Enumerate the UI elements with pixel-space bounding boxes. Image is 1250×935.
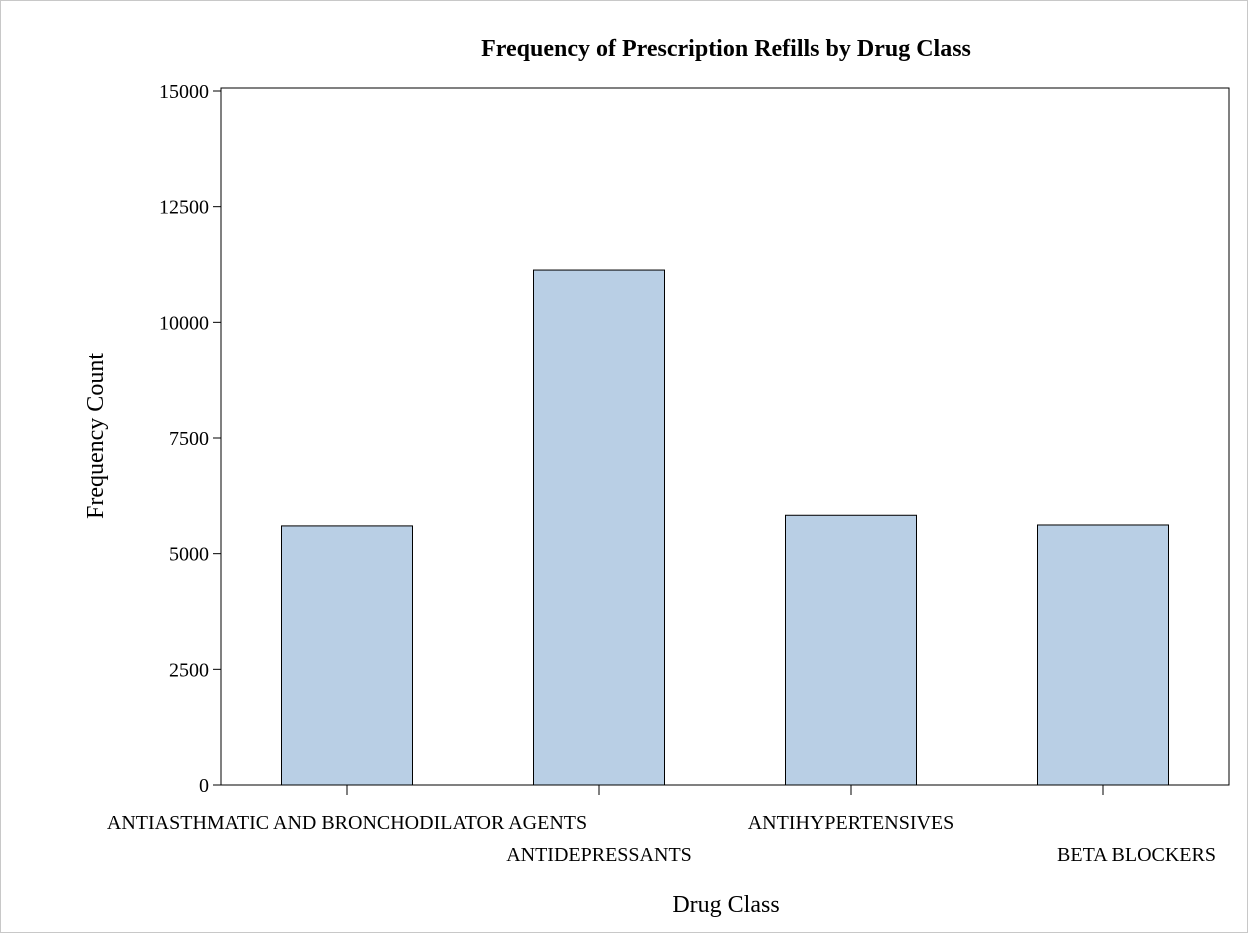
y-tick-label: 10000 xyxy=(159,312,209,334)
chart-title: Frequency of Prescription Refills by Dru… xyxy=(481,36,971,62)
y-tick-label: 2500 xyxy=(169,659,209,681)
y-tick-label: 5000 xyxy=(169,544,209,566)
y-tick-label: 12500 xyxy=(159,197,209,219)
x-category-label: ANTIDEPRESSANTS xyxy=(506,844,692,866)
bar-4 xyxy=(1037,524,1169,786)
y-tick-label: 0 xyxy=(199,775,209,797)
y-axis-label: Frequency Count xyxy=(83,353,109,519)
bar-1 xyxy=(281,525,413,786)
x-category-label: BETA BLOCKERS xyxy=(1057,844,1216,866)
bar-2 xyxy=(533,269,665,786)
y-tick-label: 7500 xyxy=(169,428,209,450)
x-category-label: ANTIHYPERTENSIVES xyxy=(748,812,955,834)
x-category-label: ANTIASTHMATIC AND BRONCHODILATOR AGENTS xyxy=(107,812,587,834)
bar-3 xyxy=(785,514,917,786)
bar-group xyxy=(281,269,1169,786)
x-axis: ANTIASTHMATIC AND BRONCHODILATOR AGENTS A… xyxy=(107,785,1216,866)
y-tick-label: 15000 xyxy=(159,81,209,103)
x-axis-label: Drug Class xyxy=(672,892,779,918)
y-axis: 0 2500 5000 7500 10000 12500 15000 xyxy=(159,81,221,797)
